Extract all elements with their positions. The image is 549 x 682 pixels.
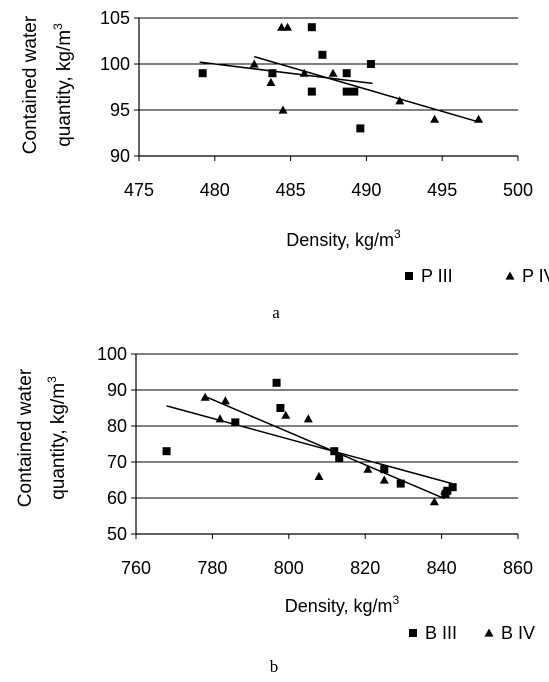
y-tick-label: 90	[110, 146, 130, 166]
legend-label: B IV	[501, 623, 535, 643]
point-p-iv	[430, 114, 440, 123]
point-b-iii	[330, 447, 339, 456]
point-p-iii	[307, 87, 316, 96]
x-tick-label: 495	[427, 180, 457, 200]
point-p-iv	[283, 22, 293, 31]
point-p-iii	[342, 69, 351, 78]
x-tick-label: 840	[427, 558, 457, 578]
x-tick-label: 760	[121, 558, 151, 578]
legend-label: P IV	[522, 266, 549, 286]
point-p-iv	[277, 22, 287, 31]
y-tick-label: 105	[100, 8, 130, 28]
legend-triangle-icon	[505, 271, 515, 280]
point-p-iv	[249, 59, 259, 68]
point-b-iv	[314, 471, 324, 480]
x-tick-label: 485	[276, 180, 306, 200]
point-b-iii	[335, 454, 344, 463]
y-axis-label-line1: Contained water	[15, 368, 36, 507]
trendline-b-iv	[204, 395, 445, 500]
x-axis-label: Density, kg/m3	[286, 227, 401, 250]
y-axis-label-line2: quantity, kg/m3	[51, 23, 75, 147]
point-p-iii	[198, 69, 207, 78]
point-p-iii	[356, 124, 365, 133]
legend: P III P IV	[405, 266, 549, 286]
x-tick-label: 780	[197, 558, 227, 578]
x-axis-label: Density, kg/m3	[285, 593, 400, 616]
point-p-iv	[266, 77, 276, 86]
legend-label: B III	[425, 623, 457, 643]
point-p-iv	[278, 105, 288, 114]
trendline-b-iii	[166, 405, 453, 485]
x-tick-label: 820	[350, 558, 380, 578]
point-b-iv	[440, 486, 450, 495]
y-tick-label: 100	[97, 344, 127, 364]
x-tick-label: 500	[503, 180, 533, 200]
x-tick-label: 800	[274, 558, 304, 578]
y-tick-label: 50	[107, 524, 127, 544]
point-b-iv	[200, 392, 210, 401]
point-p-iii	[366, 60, 375, 68]
point-p-iii	[350, 87, 359, 96]
point-b-iv	[363, 464, 373, 473]
point-b-iii	[272, 378, 281, 387]
point-p-iv	[395, 96, 405, 105]
chart-panel-a: 90 95 100 105 475 480 485 490 495 500 Density, kg/…	[20, 8, 549, 322]
panel-label: a	[272, 303, 280, 322]
legend-square-icon	[409, 629, 417, 637]
point-p-iv	[328, 68, 338, 77]
point-b-iv	[215, 414, 225, 423]
x-tick-label: 480	[200, 180, 230, 200]
trendline-p-iii	[199, 61, 373, 85]
y-tick-label: 80	[107, 416, 127, 436]
point-p-iii	[307, 23, 316, 32]
y-tick-label: 95	[110, 100, 130, 120]
legend-label: P III	[421, 266, 453, 286]
point-b-iii	[231, 418, 240, 427]
point-b-iv	[281, 410, 291, 419]
point-b-iv	[429, 497, 439, 506]
panel-label: b	[270, 657, 279, 676]
point-p-iii	[268, 69, 277, 78]
trendline-p-iv	[254, 55, 479, 123]
y-tick-label: 70	[107, 452, 127, 472]
legend-triangle-icon	[484, 628, 494, 637]
point-b-iii	[162, 447, 171, 456]
point-p-iv	[474, 114, 484, 123]
x-tick-label: 490	[351, 180, 381, 200]
legend-square-icon	[405, 272, 413, 280]
y-axis-label-line1: Contained water	[20, 15, 41, 154]
x-tick-label: 860	[503, 558, 533, 578]
point-p-iv	[299, 68, 309, 77]
point-b-iii	[396, 479, 405, 488]
y-tick-label: 90	[107, 380, 127, 400]
y-tick-label: 60	[107, 488, 127, 508]
point-b-iii	[448, 483, 457, 492]
point-b-iii	[276, 404, 285, 412]
x-tick-label: 475	[124, 180, 154, 200]
point-p-iii	[342, 87, 351, 96]
y-tick-label: 100	[100, 54, 130, 74]
point-b-iii	[443, 486, 452, 495]
point-p-iii	[318, 50, 327, 59]
point-b-iv	[379, 475, 389, 484]
point-b-iii	[380, 465, 389, 474]
point-b-iv	[220, 396, 230, 405]
legend: B III B IV	[409, 623, 535, 643]
point-b-iv	[303, 414, 313, 423]
chart-panel-b: 50 60 70 80 90 100 760 780 800 820 840 860 Density, …	[15, 344, 535, 676]
y-axis-label-line2: quantity, kg/m3	[45, 376, 69, 500]
